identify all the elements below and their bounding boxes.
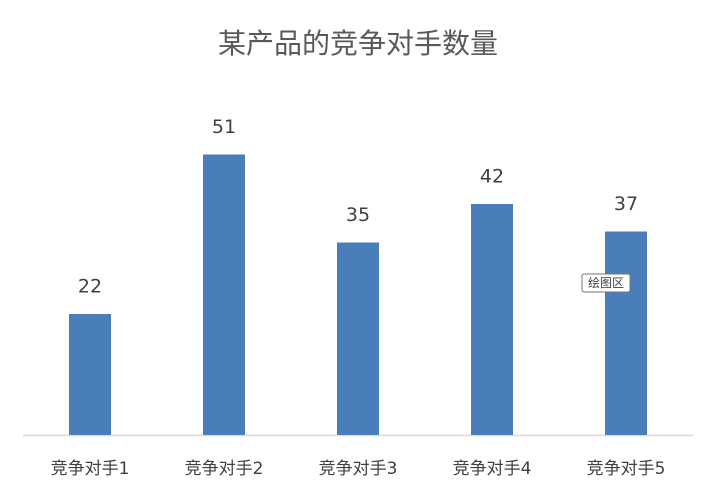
x-tick-label: 竞争对手2 bbox=[185, 459, 264, 479]
data-label: 22 bbox=[78, 276, 102, 298]
tooltip-text: 绘图区 bbox=[588, 275, 624, 290]
tooltip: 绘图区 bbox=[581, 273, 631, 293]
data-label: 42 bbox=[480, 166, 504, 188]
data-label: 35 bbox=[346, 204, 370, 226]
tooltip-box bbox=[581, 273, 631, 293]
x-tick-label: 竞争对手3 bbox=[319, 459, 398, 479]
bar bbox=[203, 154, 245, 435]
x-tick-label: 竞争对手5 bbox=[587, 459, 666, 479]
chart-title: 某产品的竞争对手数量 bbox=[218, 27, 498, 60]
x-tick-label: 竞争对手1 bbox=[51, 459, 130, 479]
x-tick-label: 竞争对手4 bbox=[453, 459, 532, 479]
data-label: 51 bbox=[212, 116, 236, 138]
bar bbox=[337, 242, 379, 435]
bar bbox=[605, 231, 647, 435]
data-label: 37 bbox=[614, 193, 638, 215]
bar bbox=[471, 204, 513, 435]
bar bbox=[69, 314, 111, 435]
